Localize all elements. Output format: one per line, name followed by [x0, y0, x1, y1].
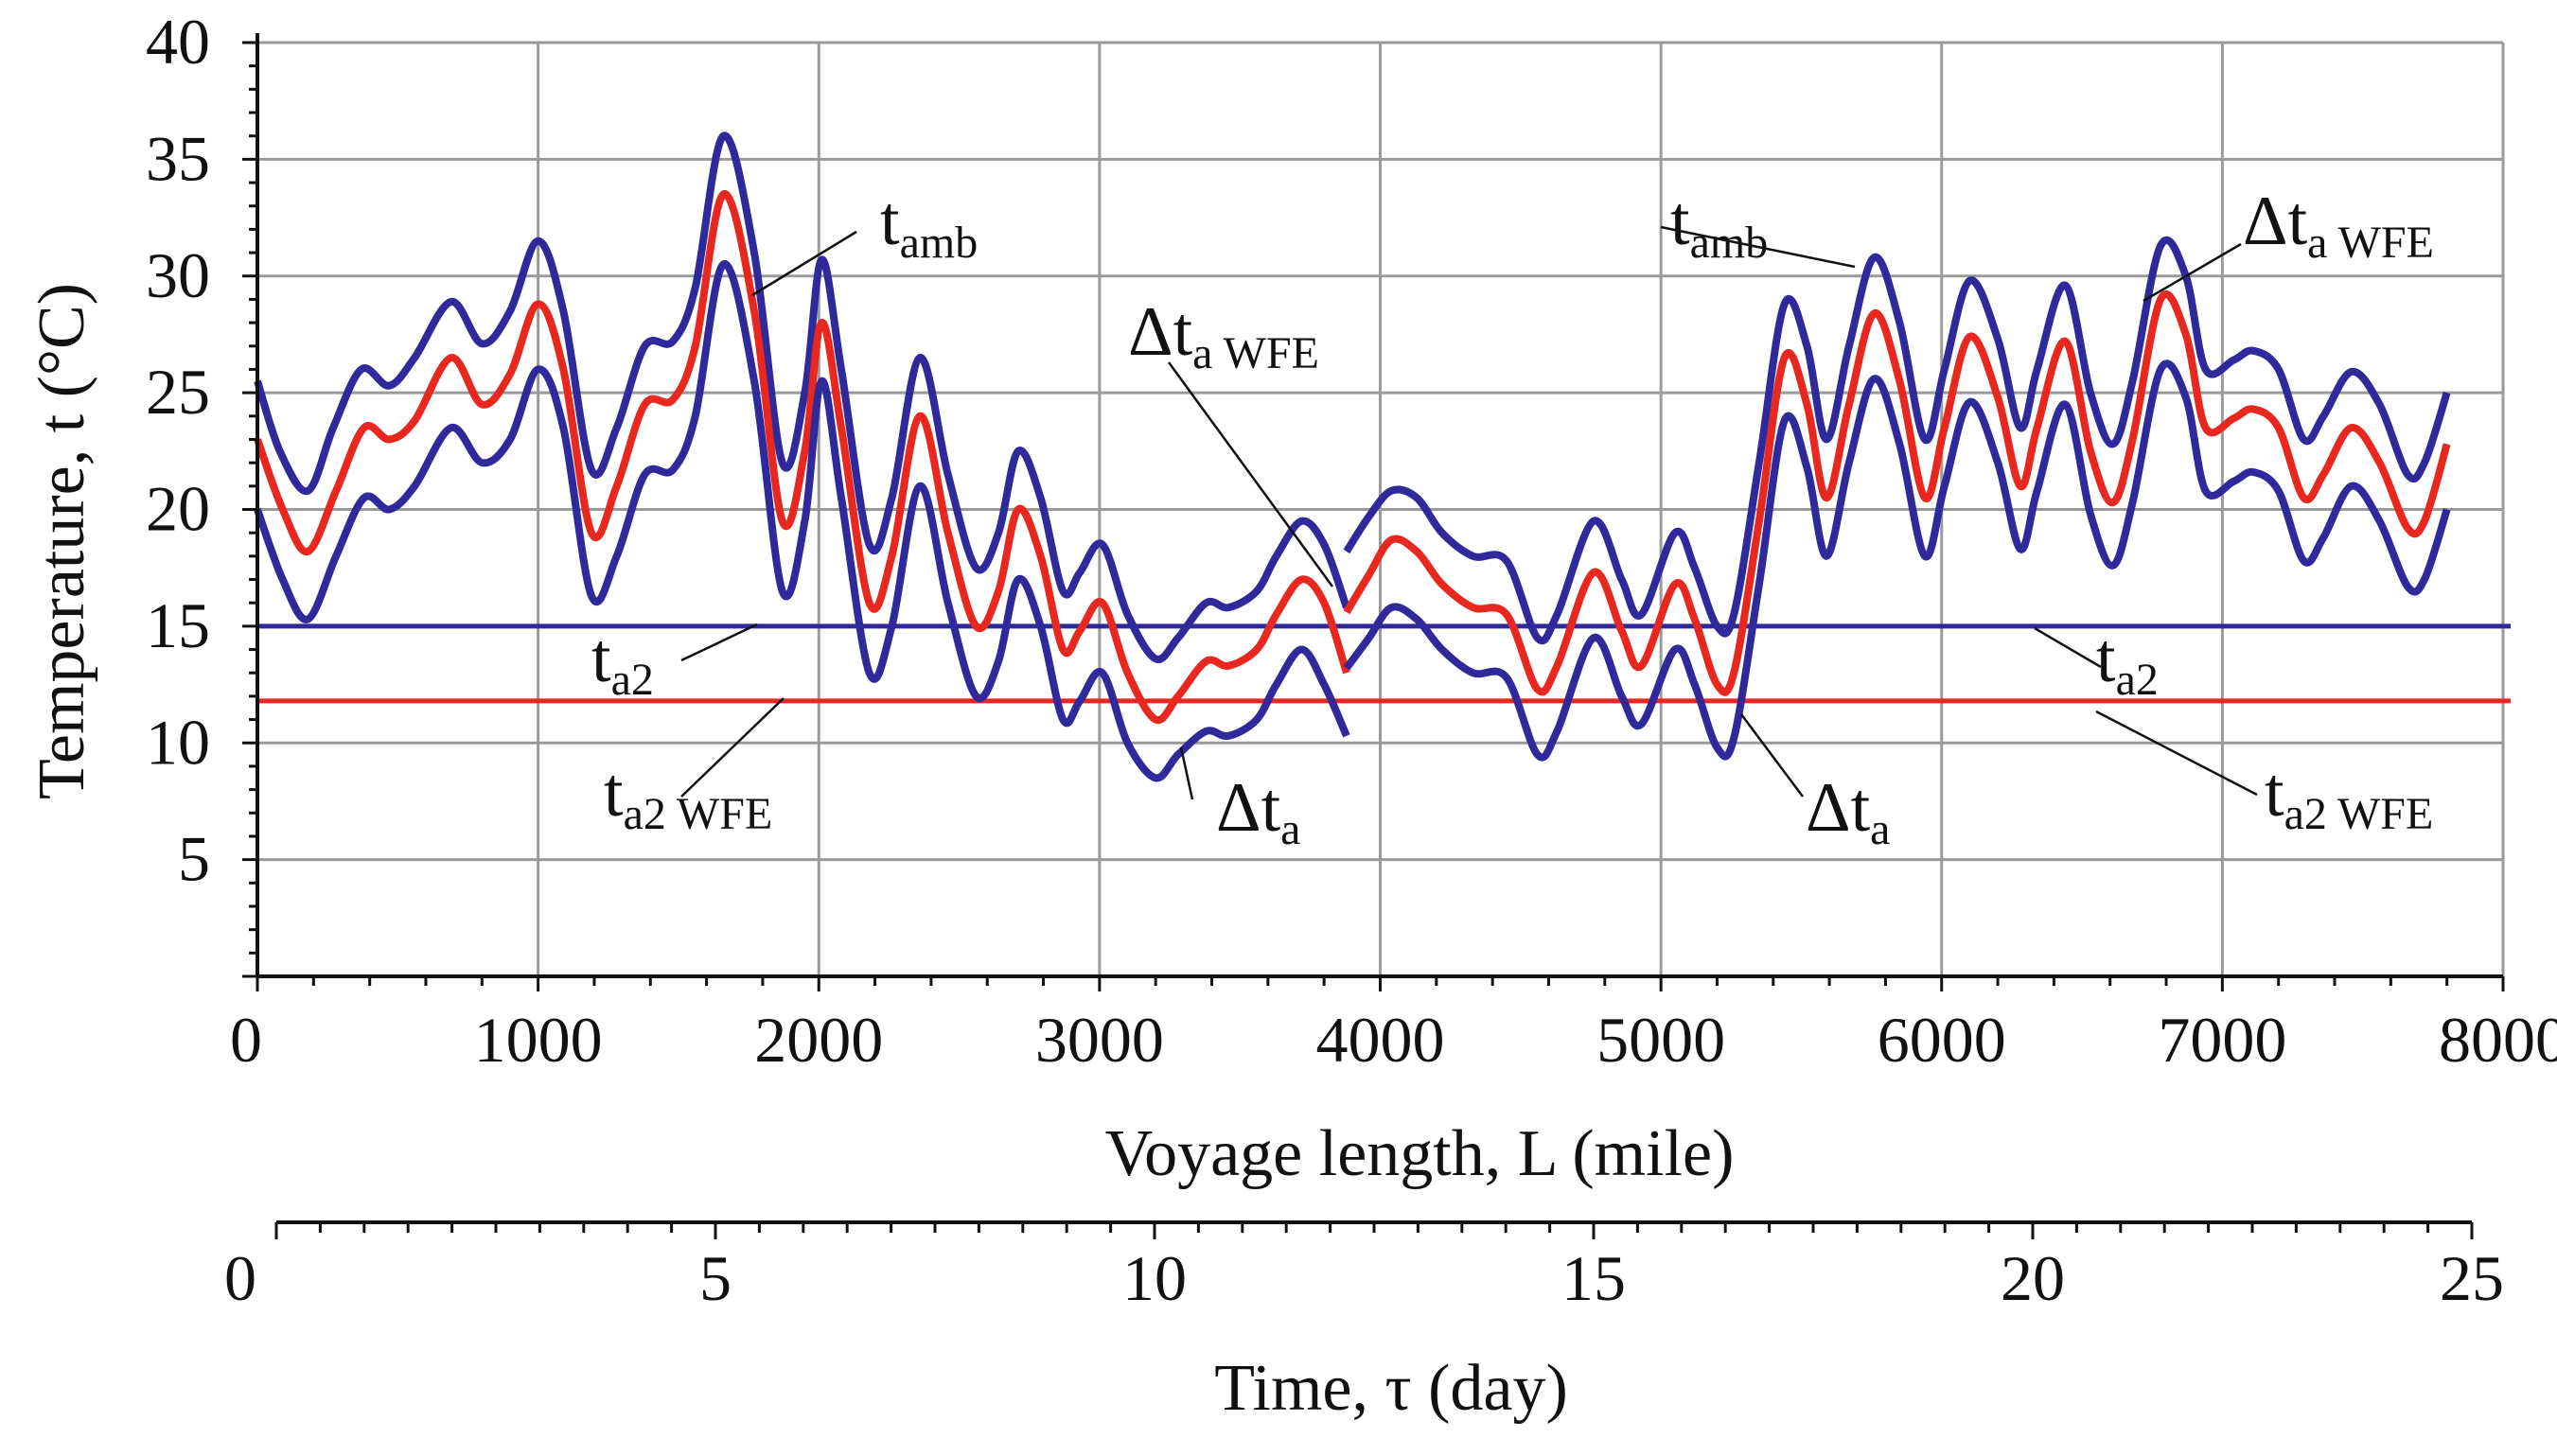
x-tick-label-0: 0	[230, 1004, 262, 1076]
y-tick-label-40: 40	[146, 6, 210, 78]
x2-tick-label-0: 0	[224, 1242, 256, 1314]
annotation-dta-2: Δta	[1806, 769, 1890, 854]
annotation-dta-wfe-1: Δta WFE	[1128, 293, 1319, 378]
y-tick-label-15: 15	[146, 589, 210, 661]
x-tick-label-7000: 7000	[2158, 1004, 2286, 1076]
series-2-segment-1	[1343, 360, 2451, 762]
x2-tick-label-20: 20	[2001, 1242, 2065, 1314]
y-tick-label-35: 35	[146, 122, 210, 194]
x-tick-label-8000: 8000	[2439, 1004, 2557, 1076]
annotation-leader-3	[2143, 242, 2242, 303]
annotation-leader-1	[1660, 225, 1856, 269]
x-tick-label-1000: 1000	[474, 1004, 603, 1076]
series-0-segment-0	[254, 132, 1350, 663]
grid-layer	[257, 41, 2505, 976]
y-tick-label-30: 30	[146, 239, 210, 311]
annotation-leader-2	[1167, 361, 1334, 588]
y-tick-label-10: 10	[146, 706, 210, 778]
annotation-leader-5	[2034, 626, 2102, 669]
x-tick-label-2000: 2000	[754, 1004, 883, 1076]
annotation-leader-6	[680, 697, 785, 798]
x-tick-label-3000: 3000	[1035, 1004, 1164, 1076]
x2-tick-label-25: 25	[2440, 1242, 2504, 1314]
annotation-dta-1: Δta	[1216, 769, 1300, 854]
annotation-leader-7	[2095, 710, 2258, 797]
annotation-tamb-2: tamb	[1670, 183, 1768, 268]
x2-tick-label-5: 5	[699, 1242, 732, 1314]
annotation-ta2-wfe-2: ta2 WFE	[2265, 754, 2433, 839]
x2-tick-label-10: 10	[1122, 1242, 1187, 1314]
series-0-segment-1	[1343, 236, 2451, 645]
series-1-segment-1	[1343, 290, 2451, 696]
x-tick-label-6000: 6000	[1878, 1004, 2006, 1076]
y-tick-label-20: 20	[146, 473, 210, 545]
series-layer	[254, 132, 2451, 782]
annotation-leaders	[680, 225, 2258, 800]
x-tick-label-5000: 5000	[1596, 1004, 1725, 1076]
y-tick-label-5: 5	[178, 823, 210, 895]
annotation-ta2-2: ta2	[2096, 620, 2159, 705]
annotation-leader-4	[680, 623, 758, 662]
series-2-segment-0	[254, 260, 1350, 782]
ticks-layer: 5 10 15 20 25 30 35 40 0 1000 2000 3000 4000 5000 6000…	[146, 6, 2557, 1314]
x-axis-title: Voyage length, L (mile)	[1105, 1117, 1735, 1190]
y-axis-title: Temperature, t (°C)	[26, 283, 98, 799]
series-1-segment-0	[254, 190, 1350, 725]
annotation-leader-0	[751, 230, 857, 297]
annotation-ta2-1: ta2	[591, 620, 654, 705]
x2-axis-title: Time, τ (day)	[1214, 1352, 1568, 1425]
y-tick-label-25: 25	[146, 356, 210, 428]
annotation-tamb-1: tamb	[880, 183, 978, 268]
reference-lines	[257, 623, 2511, 704]
annotation-ta2-wfe-1: ta2 WFE	[604, 754, 772, 839]
annotation-leader-9	[1739, 713, 1805, 798]
x2-tick-label-15: 15	[1561, 1242, 1626, 1314]
x-tick-label-4000: 4000	[1316, 1004, 1445, 1076]
annotation-leader-8	[1179, 746, 1194, 800]
annotations: tamb tamb Δta WFE Δta WFE ta2 ta2 ta2 WF…	[591, 183, 2434, 854]
annotation-dta-wfe-2: Δta WFE	[2243, 183, 2434, 268]
